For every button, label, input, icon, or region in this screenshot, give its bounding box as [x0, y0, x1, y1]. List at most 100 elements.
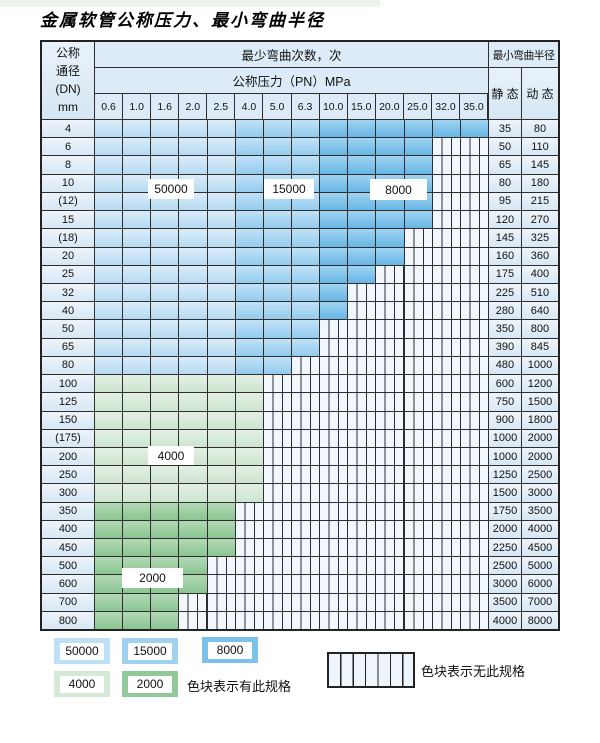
static-radius-cell: 145	[488, 229, 522, 247]
cell-no-spec	[460, 484, 489, 502]
cell-no-spec	[320, 338, 349, 356]
legend-swatch-2000: 2000	[122, 671, 178, 697]
cell-no-spec	[291, 393, 321, 411]
cell-has-spec	[263, 211, 292, 229]
legend-swatch-label: 8000	[208, 641, 252, 659]
cell-no-spec	[263, 447, 292, 466]
cell-no-spec	[404, 393, 433, 411]
cell-has-spec	[151, 356, 180, 375]
cell-has-spec	[235, 320, 264, 338]
cell-has-spec	[207, 356, 236, 375]
center-header: 最少弯曲次数，次 公称压力（PN）MPa 0.6 1.0 1.6 2.0 2.5 4.0 5…	[95, 42, 489, 119]
cell-has-spec	[151, 411, 180, 429]
cell-has-spec	[151, 338, 180, 356]
cell-no-spec	[404, 411, 433, 429]
cell-has-spec	[123, 120, 152, 138]
cell-no-spec	[348, 539, 377, 557]
cell-has-spec	[207, 265, 236, 283]
cell-has-spec	[95, 575, 124, 593]
cell-has-spec	[291, 229, 321, 247]
static-radius-cell: 2000	[488, 520, 522, 539]
cell-has-spec	[291, 138, 321, 156]
dynamic-radius-cell: 270	[521, 211, 558, 229]
pressure-values-row: 0.6 1.0 1.6 2.0 2.5 4.0 5.0 6.3 10.0 15.0 20.0 25.0…	[95, 94, 489, 119]
static-radius-cell: 50	[488, 138, 522, 156]
table-row: 800 4000 8000	[42, 611, 558, 630]
cell-has-spec	[235, 338, 264, 356]
cell-no-spec	[291, 447, 321, 466]
cell-no-spec	[320, 520, 349, 539]
cell-has-spec	[291, 120, 321, 138]
cell-no-spec	[404, 447, 433, 466]
legend-no-spec-swatch	[327, 652, 415, 688]
min-bend-radius-header: 最小弯曲半径	[489, 42, 558, 68]
table-row: 600 3000 6000	[42, 575, 558, 594]
cell-has-spec	[235, 411, 264, 429]
dn-cell: 25	[42, 265, 95, 283]
static-radius-cell: 1000	[488, 447, 522, 466]
cell-has-spec	[320, 211, 349, 229]
cell-has-spec	[291, 283, 321, 302]
dynamic-radius-cell: 800	[521, 320, 558, 338]
cell-has-spec	[123, 283, 152, 302]
cell-no-spec	[376, 502, 405, 520]
cell-no-spec	[348, 375, 377, 393]
cell-no-spec	[432, 156, 461, 174]
cell-has-spec	[123, 356, 152, 375]
dn-cell: (12)	[42, 192, 95, 211]
cell-has-spec	[95, 611, 124, 630]
cell-no-spec	[376, 484, 405, 502]
cell-has-spec	[376, 229, 405, 247]
cell-no-spec	[460, 156, 489, 174]
legend-swatch-8000: 8000	[202, 637, 258, 663]
cell-has-spec	[376, 138, 405, 156]
static-radius-cell: 65	[488, 156, 522, 174]
cell-has-spec	[179, 429, 208, 447]
cell-no-spec	[404, 466, 433, 484]
static-radius-cell: 225	[488, 283, 522, 302]
cell-no-spec	[460, 593, 489, 611]
cell-has-spec	[179, 575, 208, 593]
cell-has-spec	[320, 192, 349, 211]
cell-no-spec	[348, 429, 377, 447]
dynamic-radius-cell: 180	[521, 174, 558, 192]
cell-has-spec	[235, 429, 264, 447]
cell-has-spec	[95, 283, 124, 302]
pressure-col-header: 20.0	[376, 94, 404, 119]
cell-has-spec	[95, 429, 124, 447]
cell-has-spec	[179, 466, 208, 484]
cell-has-spec	[123, 502, 152, 520]
cell-has-spec	[348, 156, 377, 174]
legend-swatch-15000: 15000	[122, 638, 178, 664]
dn-cell: (18)	[42, 229, 95, 247]
cell-has-spec	[404, 211, 433, 229]
table-row: 4 35 80	[42, 120, 558, 139]
cell-no-spec	[348, 593, 377, 611]
cell-no-spec	[460, 539, 489, 557]
cell-has-spec	[263, 120, 292, 138]
cell-has-spec	[263, 156, 292, 174]
cell-has-spec	[123, 265, 152, 283]
cell-no-spec	[376, 429, 405, 447]
cell-no-spec	[376, 283, 405, 302]
cell-has-spec	[432, 120, 461, 138]
cell-no-spec	[263, 466, 292, 484]
cell-has-spec	[207, 156, 236, 174]
cell-no-spec	[404, 338, 433, 356]
cell-no-spec	[291, 411, 321, 429]
cell-has-spec	[123, 393, 152, 411]
cell-no-spec	[460, 338, 489, 356]
cell-no-spec	[376, 520, 405, 539]
cell-has-spec	[235, 375, 264, 393]
dynamic-radius-cell: 4000	[521, 520, 558, 539]
cell-no-spec	[320, 375, 349, 393]
cell-no-spec	[320, 611, 349, 630]
cell-has-spec	[291, 156, 321, 174]
dn-column-header: 公称 通径 (DN) mm	[42, 42, 95, 119]
cell-no-spec	[235, 593, 264, 611]
pressure-col-header: 10.0	[320, 94, 348, 119]
cell-has-spec	[376, 211, 405, 229]
cell-has-spec	[263, 356, 292, 375]
cell-no-spec	[348, 356, 377, 375]
dynamic-radius-cell: 845	[521, 338, 558, 356]
